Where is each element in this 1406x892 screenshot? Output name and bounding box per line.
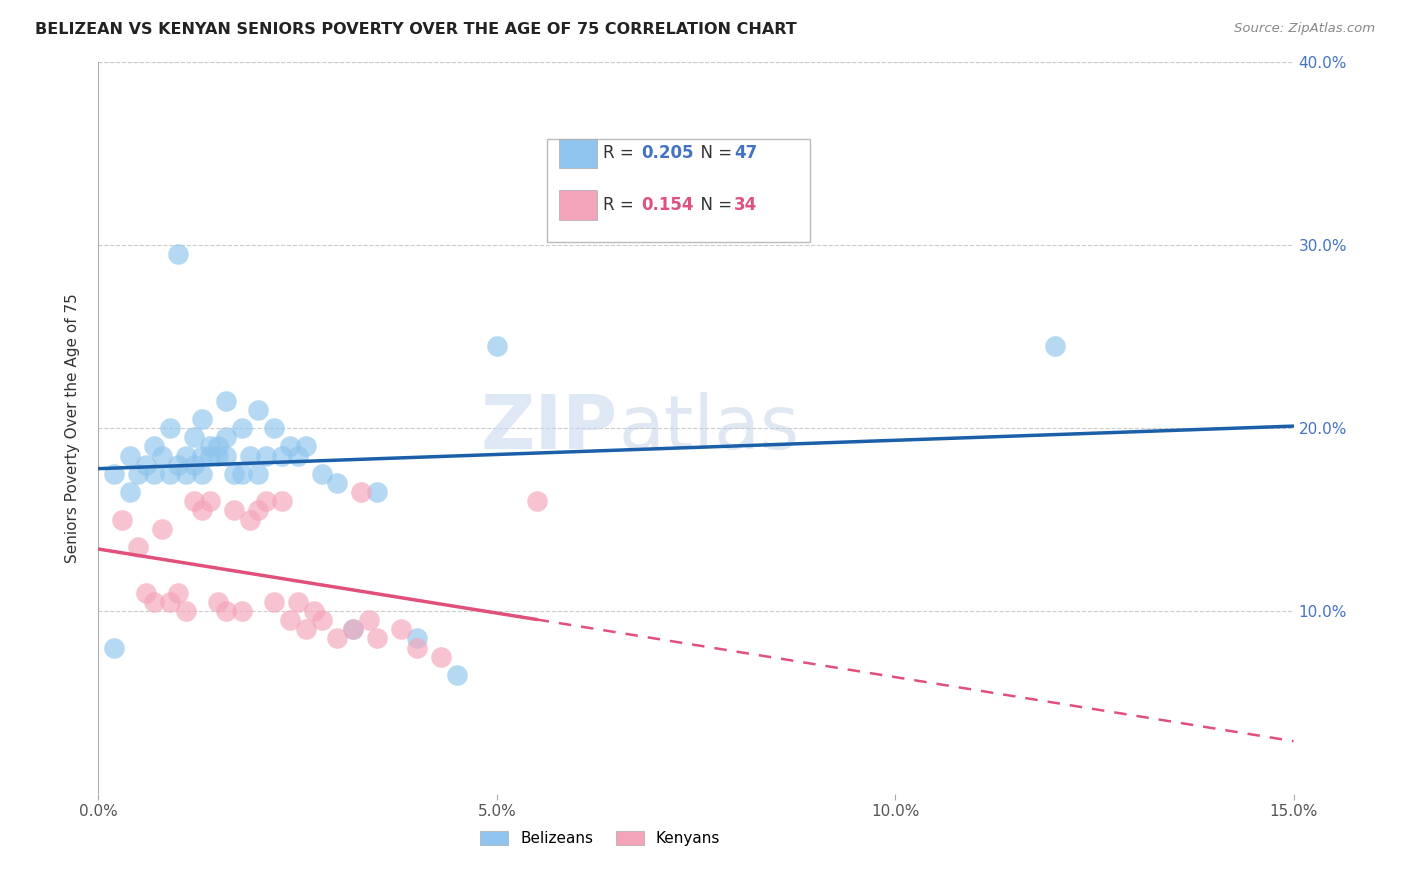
Point: [167, 585, 190, 599]
Text: 0.154: 0.154: [641, 196, 693, 214]
Point: [150, 449, 173, 463]
Point: [294, 440, 316, 453]
Point: [222, 467, 245, 481]
Legend: Belizeans, Kenyans: Belizeans, Kenyans: [474, 825, 727, 852]
Point: [246, 403, 269, 417]
Point: [342, 623, 364, 637]
Point: [326, 476, 349, 491]
Point: [120, 485, 142, 500]
FancyBboxPatch shape: [547, 139, 810, 242]
Point: [287, 449, 309, 463]
Point: [366, 632, 388, 646]
Point: [215, 430, 238, 444]
Point: [103, 640, 125, 655]
Point: [159, 467, 181, 481]
Point: [191, 503, 214, 517]
Point: [135, 458, 157, 472]
Point: [174, 467, 197, 481]
Point: [254, 449, 277, 463]
Point: [183, 430, 205, 444]
Point: [270, 494, 292, 508]
Point: [526, 494, 548, 508]
Point: [302, 604, 325, 618]
Point: [231, 467, 253, 481]
Point: [231, 604, 253, 618]
Point: [135, 585, 157, 599]
Point: [278, 440, 301, 453]
Point: [254, 494, 277, 508]
Point: [389, 623, 412, 637]
Point: [174, 449, 197, 463]
Point: [167, 247, 190, 261]
Point: [207, 440, 229, 453]
Point: [246, 503, 269, 517]
Point: [174, 604, 197, 618]
Point: [350, 485, 373, 500]
Point: [143, 440, 166, 453]
Point: [159, 421, 181, 435]
Text: BELIZEAN VS KENYAN SENIORS POVERTY OVER THE AGE OF 75 CORRELATION CHART: BELIZEAN VS KENYAN SENIORS POVERTY OVER …: [35, 22, 797, 37]
Point: [159, 595, 181, 609]
Text: atlas: atlas: [619, 392, 799, 465]
Point: [287, 595, 309, 609]
Point: [191, 467, 214, 481]
Point: [103, 467, 125, 481]
Point: [342, 623, 364, 637]
Point: [191, 449, 214, 463]
Point: [167, 458, 190, 472]
Point: [207, 595, 229, 609]
Point: [127, 540, 149, 554]
Point: [239, 449, 262, 463]
Point: [359, 613, 381, 627]
Text: Source: ZipAtlas.com: Source: ZipAtlas.com: [1234, 22, 1375, 36]
Point: [366, 485, 388, 500]
Point: [446, 668, 468, 682]
Point: [183, 458, 205, 472]
Point: [143, 595, 166, 609]
Point: [263, 595, 285, 609]
Text: N =: N =: [690, 196, 737, 214]
Point: [263, 421, 285, 435]
Point: [278, 613, 301, 627]
Text: 34: 34: [734, 196, 758, 214]
Point: [311, 467, 333, 481]
Point: [270, 449, 292, 463]
Point: [485, 339, 508, 353]
Text: ZIP: ZIP: [481, 392, 619, 465]
Point: [246, 467, 269, 481]
Point: [198, 440, 221, 453]
Y-axis label: Seniors Poverty Over the Age of 75: Seniors Poverty Over the Age of 75: [65, 293, 80, 563]
FancyBboxPatch shape: [558, 138, 596, 168]
Point: [143, 467, 166, 481]
Point: [326, 632, 349, 646]
Point: [215, 393, 238, 408]
Text: 47: 47: [734, 145, 758, 162]
Point: [294, 623, 316, 637]
Point: [207, 449, 229, 463]
Point: [198, 494, 221, 508]
Point: [222, 503, 245, 517]
Point: [198, 449, 221, 463]
Text: N =: N =: [690, 145, 737, 162]
Text: R =: R =: [603, 196, 638, 214]
Point: [311, 613, 333, 627]
Point: [127, 467, 149, 481]
Point: [215, 604, 238, 618]
Point: [150, 522, 173, 536]
Point: [406, 632, 429, 646]
Text: 0.205: 0.205: [641, 145, 693, 162]
Point: [1043, 339, 1066, 353]
Point: [111, 512, 134, 526]
Point: [231, 421, 253, 435]
Point: [406, 640, 429, 655]
Point: [183, 494, 205, 508]
Point: [215, 449, 238, 463]
Point: [120, 449, 142, 463]
FancyBboxPatch shape: [558, 190, 596, 219]
Text: R =: R =: [603, 145, 638, 162]
Point: [191, 412, 214, 426]
Point: [430, 649, 453, 664]
Point: [239, 512, 262, 526]
